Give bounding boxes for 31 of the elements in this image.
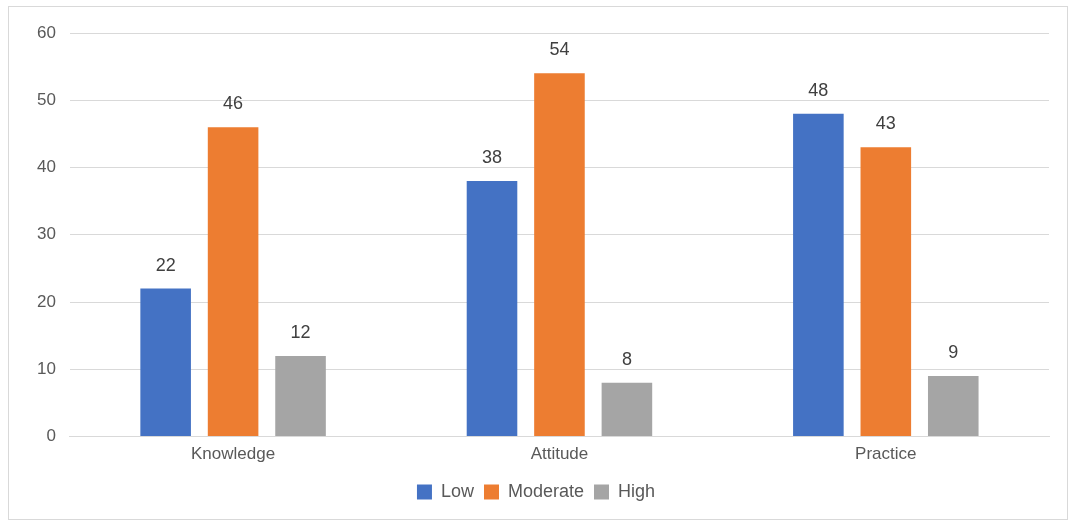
data-label: 46 <box>223 93 244 114</box>
bar <box>466 180 518 437</box>
bar <box>793 113 844 437</box>
x-tick-label: Attitude <box>530 444 589 464</box>
data-label: 38 <box>481 146 503 167</box>
bar <box>207 127 259 437</box>
y-tick-label: 20 <box>36 291 56 311</box>
legend-label: Low <box>440 480 475 501</box>
bar <box>927 376 979 437</box>
data-label: 9 <box>948 342 959 363</box>
y-tick-label: 50 <box>36 89 56 109</box>
legend-label: High <box>618 480 656 501</box>
data-label: 12 <box>290 321 311 342</box>
bar <box>860 147 912 437</box>
x-tick-label: Knowledge <box>191 444 276 464</box>
y-tick-label: 30 <box>36 224 56 244</box>
y-tick-label: 60 <box>36 22 56 42</box>
bar <box>534 73 585 437</box>
y-tick-label: 10 <box>36 359 56 379</box>
y-tick-label: 40 <box>36 157 56 177</box>
data-label: 22 <box>155 254 176 275</box>
data-label: 48 <box>808 79 829 100</box>
y-tick-label: 0 <box>46 426 56 446</box>
data-label: 54 <box>549 39 570 60</box>
data-label: 8 <box>621 348 632 369</box>
bar <box>140 288 191 437</box>
bar <box>275 355 326 437</box>
x-tick-label: Practice <box>855 444 917 464</box>
data-label: 43 <box>875 113 896 134</box>
bar <box>601 382 653 437</box>
legend-label: Moderate <box>507 480 585 501</box>
